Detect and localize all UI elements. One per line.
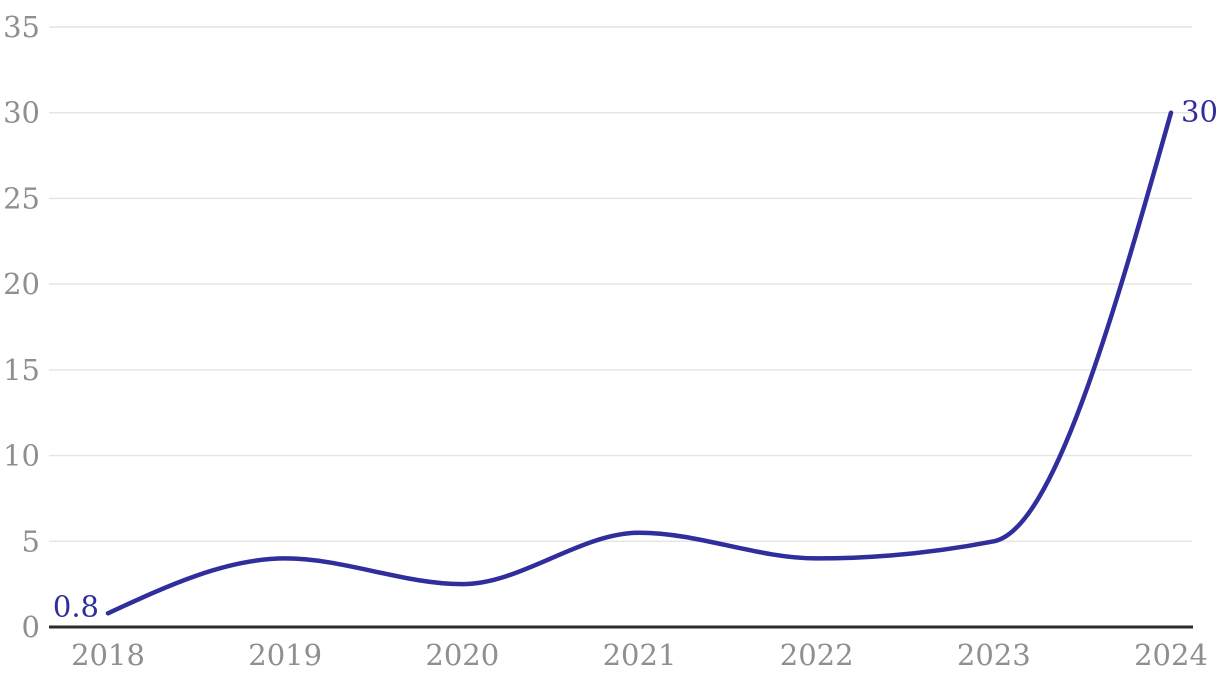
x-axis-tick-label: 2020 [425, 638, 499, 672]
x-axis-tick-label: 2018 [71, 638, 145, 672]
x-axis-tick-label: 2019 [248, 638, 322, 672]
y-axis-tick-label: 15 [3, 353, 40, 387]
x-axis-tick-label: 2024 [1134, 638, 1208, 672]
x-axis-tick-label: 2022 [780, 638, 854, 672]
last-point-label: 30 [1181, 95, 1218, 129]
y-axis-tick-label: 10 [3, 439, 40, 473]
x-axis-tick-label: 2023 [957, 638, 1031, 672]
series-line [105, 110, 1174, 616]
y-axis-tick-label: 25 [3, 181, 40, 215]
y-axis-tick-label: 35 [3, 10, 40, 44]
y-axis-tick-label: 30 [3, 96, 40, 130]
first-point-label: 0.8 [53, 589, 99, 623]
y-axis-tick-label: 0 [22, 610, 40, 644]
y-axis-tick-label: 20 [3, 267, 40, 301]
x-axis-tick-label: 2021 [603, 638, 677, 672]
y-axis-tick-label: 5 [22, 524, 40, 558]
